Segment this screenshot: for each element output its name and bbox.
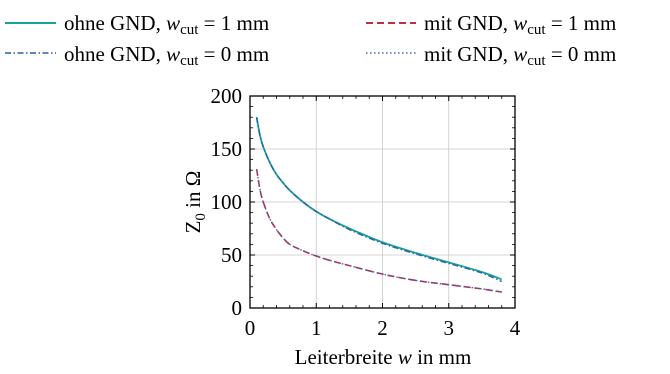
legend-label-mit-gnd-0mm: mit GND, wcut = 0 mm [424, 42, 616, 69]
series-group [255, 117, 503, 293]
grid [250, 96, 515, 308]
ticks [249, 95, 516, 309]
x-tick-label-2: 2 [377, 316, 388, 340]
x-tick-label-4: 4 [510, 316, 521, 340]
series-line-1 [255, 117, 503, 283]
tick-labels: 0 1 2 3 4 0 50 100 150 200 [211, 84, 521, 340]
y-axis-label: Z0 in Ω [181, 171, 209, 234]
y-tick-label-0: 0 [232, 296, 243, 320]
legend-label-ohne-gnd-0mm: ohne GND, wcut = 0 mm [64, 42, 269, 69]
legend: ohne GND, wcut = 1 mm mit GND, wcut = 1 … [5, 11, 616, 69]
y-tick-label-150: 150 [211, 137, 243, 161]
y-tick-label-50: 50 [221, 243, 242, 267]
y-tick-label-200: 200 [211, 84, 243, 108]
legend-label-ohne-gnd-1mm: ohne GND, wcut = 1 mm [64, 11, 269, 38]
x-tick-label-0: 0 [245, 316, 256, 340]
x-axis-label: Leiterbreite w in mm [295, 345, 472, 369]
series-line-2 [255, 169, 502, 293]
y-tick-label-100: 100 [211, 190, 243, 214]
series-line-3 [255, 169, 502, 293]
legend-label-mit-gnd-1mm: mit GND, wcut = 1 mm [424, 11, 616, 38]
x-tick-label-3: 3 [444, 316, 455, 340]
x-tick-label-1: 1 [311, 316, 322, 340]
